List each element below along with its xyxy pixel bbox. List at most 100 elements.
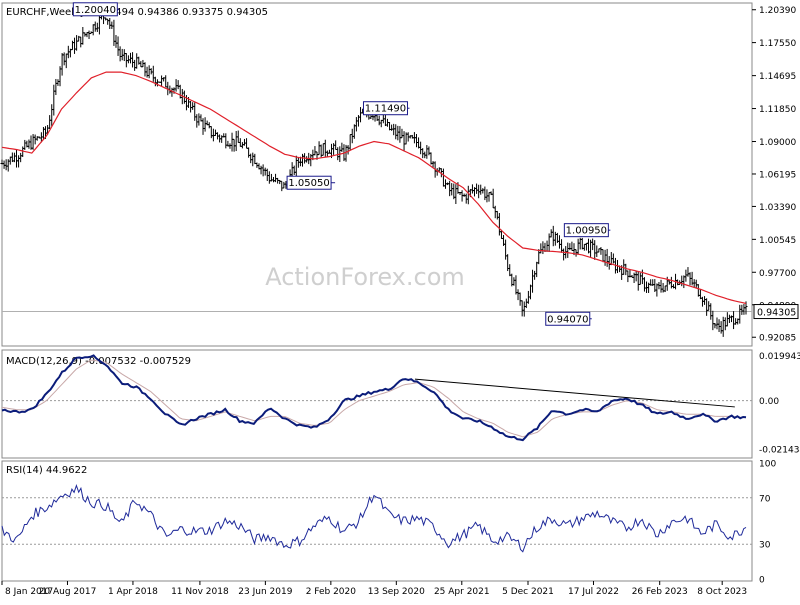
price-bar: [348, 134, 352, 151]
x-tick-label: 8 Oct 2023: [697, 587, 747, 597]
price-bar: [131, 52, 135, 68]
rsi-tick-label: 30: [759, 541, 771, 551]
price-bar: [570, 241, 574, 252]
price-bar: [518, 292, 522, 306]
price-bar: [682, 275, 686, 289]
price-header: EURCHF,Weekly 0.93494 0.94386 0.93375 0.…: [6, 7, 268, 18]
price-annotation: 1.11490: [362, 101, 410, 116]
macd-trendline: [414, 378, 735, 408]
price-bar: [624, 263, 628, 276]
price-bar: [282, 181, 286, 189]
price-bar: [528, 284, 532, 300]
price-bar: [599, 247, 603, 255]
price-bar: [402, 131, 406, 151]
annotation-label: 1.11490: [365, 104, 406, 115]
price-bar: [54, 78, 58, 96]
price-bar: [253, 153, 257, 165]
price-bar: [122, 49, 126, 62]
price-bar: [601, 249, 605, 263]
price-bar: [727, 314, 731, 323]
price-bar: [296, 157, 300, 168]
price-bar: [634, 270, 638, 282]
price-bar: [143, 62, 147, 77]
x-tick-label: 13 Sep 2020: [368, 587, 425, 597]
price-bar: [120, 48, 124, 61]
price-bar: [684, 269, 688, 282]
macd-series-layer: [1, 354, 752, 442]
price-bar: [118, 46, 122, 62]
price-bar: [195, 114, 199, 128]
price-bar: [508, 264, 512, 277]
price-bar: [97, 15, 101, 35]
price-bar: [73, 37, 77, 54]
price-bar: [12, 152, 16, 163]
price-bar: [566, 242, 570, 258]
price-bar: [213, 129, 217, 136]
price-bar: [178, 84, 182, 99]
price-bar: [541, 241, 545, 255]
price-annotation: 1.20040: [72, 2, 120, 17]
price-bar: [427, 146, 431, 156]
price-bar: [242, 138, 246, 146]
x-tick-label: 11 Nov 2018: [171, 587, 229, 597]
price-bar: [48, 115, 52, 130]
x-tick-label: 17 Jul 2022: [568, 587, 619, 597]
price-bar: [448, 180, 452, 197]
price-bar: [740, 304, 744, 315]
price-bar: [238, 138, 242, 147]
price-bar: [313, 146, 317, 156]
price-annotation: 1.05050: [286, 175, 336, 190]
price-bar: [593, 240, 597, 260]
price-bar: [334, 140, 338, 150]
watermark: ActionForex.com: [265, 263, 465, 291]
price-bar: [425, 145, 429, 159]
price-bar: [723, 317, 727, 331]
price-bar: [280, 180, 284, 192]
price-bar: [392, 123, 396, 136]
price-bar: [50, 104, 54, 127]
price-bar: [557, 235, 561, 249]
price-bar: [263, 167, 267, 176]
price-bar: [537, 249, 541, 265]
price-bar: [638, 272, 642, 285]
price-bar: [686, 267, 690, 277]
price-bar: [8, 156, 12, 165]
price-bar: [106, 18, 110, 25]
price-bar: [680, 275, 684, 287]
price-bar: [201, 118, 205, 135]
price-bar: [79, 36, 83, 48]
price-bar: [176, 80, 180, 90]
price-bar: [725, 312, 729, 327]
price-bar: [531, 269, 535, 293]
price-bar: [586, 238, 590, 254]
price-bar: [584, 242, 588, 251]
macd-line: [1, 354, 747, 442]
price-bar: [732, 311, 736, 330]
annotation-label: 1.20040: [75, 5, 116, 16]
price-bar: [17, 155, 21, 168]
price-bar: [705, 298, 709, 316]
price-bar: [359, 107, 363, 123]
price-tick-label: 1.06195: [759, 170, 796, 180]
price-bar: [495, 210, 499, 220]
price-bar: [91, 24, 95, 36]
price-bar: [56, 79, 60, 86]
price-bar: [479, 184, 483, 195]
price-bar: [535, 261, 539, 278]
price-bar: [512, 277, 516, 286]
price-bar: [547, 233, 551, 253]
price-bar: [27, 139, 31, 149]
price-bar: [491, 188, 495, 209]
price-bar: [193, 102, 197, 121]
price-bar: [236, 130, 240, 143]
price-bar: [230, 132, 234, 152]
price-bar: [595, 245, 599, 257]
price-bar: [580, 237, 584, 250]
macd-title: MACD(12,26,9) -0.007532 -0.007529: [6, 356, 191, 367]
price-bar: [454, 184, 458, 204]
price-bar: [504, 239, 508, 260]
price-bar: [234, 131, 238, 152]
price-bar: [734, 318, 738, 325]
price-bar: [112, 19, 116, 46]
